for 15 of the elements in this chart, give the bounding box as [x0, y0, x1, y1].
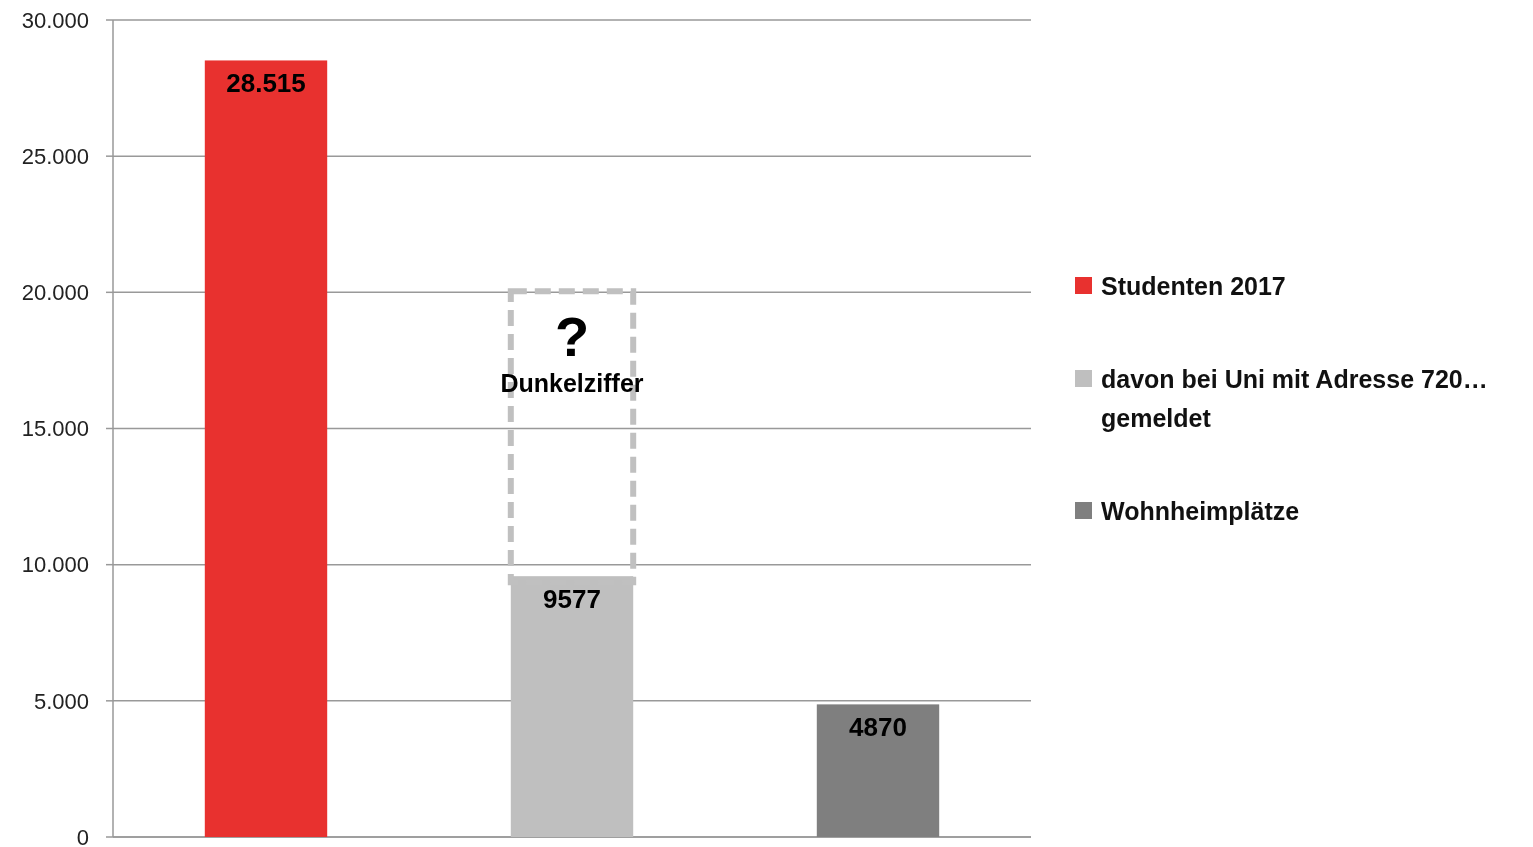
y-tick-label: 10.000 — [21, 552, 89, 578]
y-tick-label: 25.000 — [21, 143, 89, 169]
y-tick-label: 0 — [76, 824, 89, 847]
y-tick-label: 30.000 — [21, 7, 89, 33]
legend-label: davon bei Uni mit Adresse 720… gemeldet — [1101, 364, 1488, 432]
y-tick-label: 20.000 — [21, 280, 89, 306]
data-label: 9577 — [543, 584, 601, 615]
y-tick-label: 15.000 — [21, 416, 89, 442]
data-label: 4870 — [849, 712, 907, 743]
legend-label: Wohnheimplätze — [1101, 496, 1300, 525]
y-tick-label: 5.000 — [33, 688, 89, 714]
legend-label: Studenten 2017 — [1101, 271, 1286, 300]
annotation: ? — [554, 305, 590, 369]
data-label: 28.515 — [226, 68, 306, 99]
annotation: Dunkelziffer — [500, 369, 644, 398]
